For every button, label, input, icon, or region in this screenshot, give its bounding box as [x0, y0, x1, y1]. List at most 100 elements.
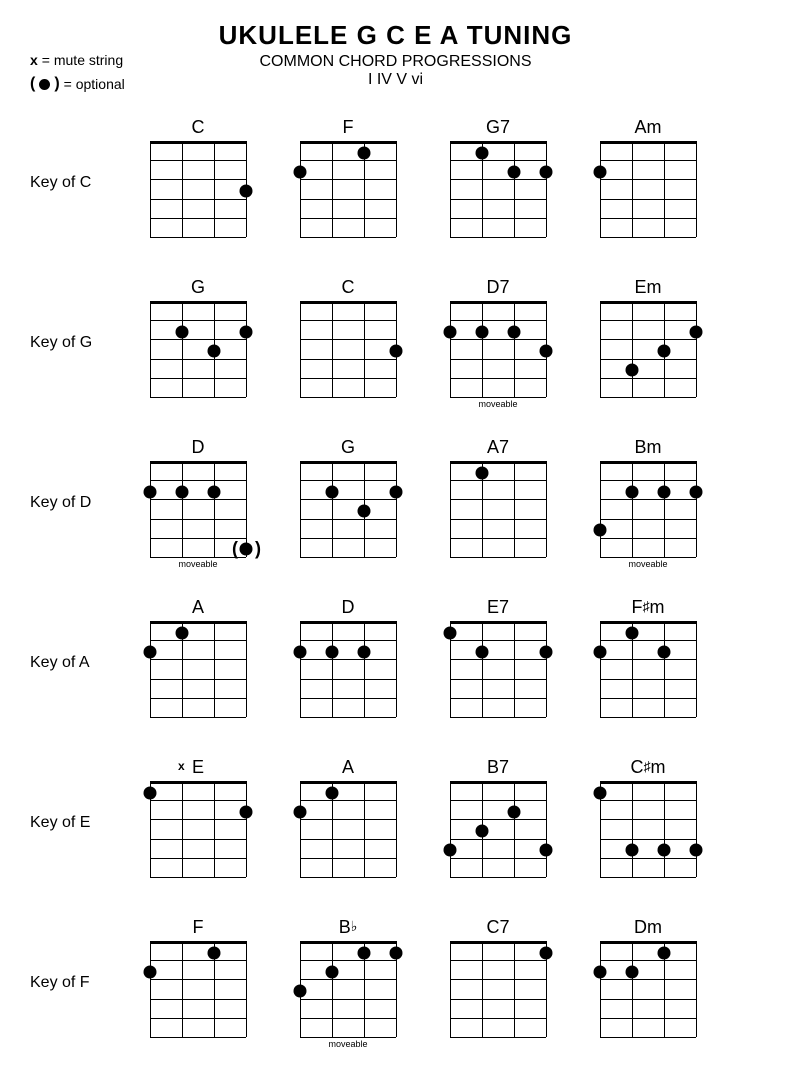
- fretboard: [300, 621, 396, 717]
- finger-dot-icon: [626, 364, 639, 377]
- string-line: [546, 461, 547, 557]
- chord-name: F: [148, 917, 248, 939]
- finger-dot-icon: [476, 325, 489, 338]
- string-line: [482, 621, 483, 717]
- finger-dot-icon: [240, 805, 253, 818]
- string-line: [182, 941, 183, 1037]
- finger-dot-icon: [144, 786, 157, 799]
- fret-line: [600, 378, 696, 379]
- fret-line: [450, 519, 546, 520]
- fretboard: [450, 301, 546, 397]
- fretboard: [600, 461, 696, 557]
- fret-line: [300, 237, 396, 238]
- string-line: [664, 781, 665, 877]
- fret-line: [450, 557, 546, 558]
- nut-line: [300, 621, 396, 624]
- string-line: [300, 781, 301, 877]
- nut-line: [600, 461, 696, 464]
- string-line: [482, 941, 483, 1037]
- string-line: [150, 941, 151, 1037]
- fret-line: [300, 339, 396, 340]
- string-line: [632, 141, 633, 237]
- fret-line: [300, 480, 396, 481]
- chord: G: [148, 277, 248, 409]
- nut-line: [150, 781, 246, 784]
- fretboard: [450, 141, 546, 237]
- fret-line: [300, 979, 396, 980]
- fretboard: [600, 621, 696, 717]
- fret-line: [600, 819, 696, 820]
- fretboard: [450, 941, 546, 1037]
- fret-line: [300, 999, 396, 1000]
- row-chords: GCD7moveableEm: [148, 277, 698, 409]
- legend-mute-text: = mute string: [42, 49, 123, 71]
- row-chords: FB♭moveableC7Dm: [148, 917, 698, 1049]
- string-line: [182, 141, 183, 237]
- finger-dot-icon: [294, 165, 307, 178]
- fret-line: [600, 960, 696, 961]
- chord: Bmmoveable: [598, 437, 698, 569]
- nut-line: [450, 141, 546, 144]
- fret-line: [150, 960, 246, 961]
- string-line: [150, 141, 151, 237]
- finger-dot-icon: [444, 844, 457, 857]
- chord: A: [148, 597, 248, 729]
- fret-line: [450, 877, 546, 878]
- fret-line: [450, 320, 546, 321]
- row-label: Key of F: [30, 974, 110, 992]
- finger-dot-icon: [240, 184, 253, 197]
- finger-dot-icon: [540, 165, 553, 178]
- fret-line: [150, 218, 246, 219]
- fret-line: [600, 698, 696, 699]
- chord-name: G: [148, 277, 248, 299]
- string-line: [514, 301, 515, 397]
- finger-dot-icon: [626, 626, 639, 639]
- fretboard: [300, 461, 396, 557]
- finger-dot-icon: [508, 165, 521, 178]
- chord: C: [298, 277, 398, 409]
- finger-dot-icon: [658, 946, 671, 959]
- row-label: Key of E: [30, 814, 110, 832]
- string-line: [664, 621, 665, 717]
- fret-line: [300, 679, 396, 680]
- fret-line: [300, 819, 396, 820]
- finger-dot-icon: [294, 805, 307, 818]
- chord: F: [148, 917, 248, 1049]
- finger-dot-icon: [176, 485, 189, 498]
- chord-grid: Key of CCFG7AmKey of GGCD7moveableEmKey …: [30, 117, 761, 1049]
- fret-line: [300, 1018, 396, 1019]
- fret-line: [600, 179, 696, 180]
- fret-line: [450, 640, 546, 641]
- fretboard: [300, 301, 396, 397]
- string-line: [632, 301, 633, 397]
- string-line: [150, 461, 151, 557]
- paren-open-icon: (: [232, 539, 238, 560]
- string-line: [364, 781, 365, 877]
- nut-line: [300, 141, 396, 144]
- string-line: [600, 621, 601, 717]
- fret-line: [600, 359, 696, 360]
- fret-line: [150, 999, 246, 1000]
- string-line: [546, 781, 547, 877]
- string-line: [246, 621, 247, 717]
- finger-dot-icon: [540, 946, 553, 959]
- fretboard: [600, 301, 696, 397]
- string-line: [364, 301, 365, 397]
- finger-dot-icon: [240, 325, 253, 338]
- string-line: [696, 461, 697, 557]
- chord: D: [298, 597, 398, 729]
- fretboard: [300, 781, 396, 877]
- row-label: Key of D: [30, 494, 110, 512]
- fret-line: [300, 877, 396, 878]
- paren-open-icon: (: [30, 71, 35, 97]
- fret-line: [300, 698, 396, 699]
- finger-dot-icon: [208, 946, 221, 959]
- string-line: [332, 621, 333, 717]
- fret-line: [150, 480, 246, 481]
- chord: C7: [448, 917, 548, 1049]
- fret-line: [600, 979, 696, 980]
- chord: D7moveable: [448, 277, 548, 409]
- string-line: [600, 301, 601, 397]
- string-line: [450, 461, 451, 557]
- fret-line: [450, 1018, 546, 1019]
